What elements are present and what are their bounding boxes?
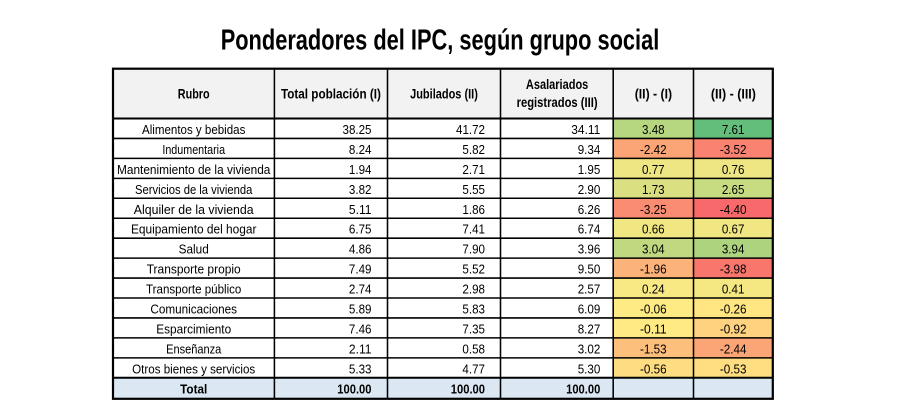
svg-text:Enseñanza: Enseñanza (166, 342, 221, 356)
svg-text:2.11: 2.11 (349, 342, 372, 356)
svg-text:Comunicaciones: Comunicaciones (150, 302, 237, 316)
svg-text:Salud: Salud (179, 243, 209, 257)
svg-text:0.24: 0.24 (642, 283, 665, 297)
svg-text:3.96: 3.96 (578, 243, 601, 257)
svg-text:2.90: 2.90 (578, 183, 601, 197)
svg-text:8.24: 8.24 (349, 143, 372, 157)
svg-text:0.41: 0.41 (722, 283, 745, 297)
svg-text:5.55: 5.55 (462, 183, 485, 197)
svg-text:5.11: 5.11 (349, 203, 372, 217)
svg-text:Equipamiento del hogar: Equipamiento del hogar (131, 223, 256, 237)
svg-text:2.71: 2.71 (462, 163, 485, 177)
svg-text:7.41: 7.41 (462, 223, 485, 237)
svg-text:Otros bienes y servicios: Otros bienes y servicios (132, 362, 255, 376)
svg-text:5.30: 5.30 (578, 362, 601, 376)
svg-text:4.77: 4.77 (462, 362, 485, 376)
svg-text:1.95: 1.95 (578, 163, 601, 177)
svg-text:-2.42: -2.42 (640, 143, 667, 157)
svg-text:Jubilados (II): Jubilados (II) (410, 86, 478, 102)
svg-text:Alquiler de la vivienda: Alquiler de la vivienda (134, 203, 254, 217)
svg-text:-0.53: -0.53 (720, 362, 747, 376)
svg-text:5.52: 5.52 (462, 263, 485, 277)
svg-text:3.82: 3.82 (349, 183, 372, 197)
svg-text:6.09: 6.09 (578, 302, 601, 316)
svg-text:5.83: 5.83 (462, 302, 485, 316)
svg-text:100.00: 100.00 (337, 382, 371, 397)
svg-text:Transporte propio: Transporte propio (147, 263, 241, 277)
svg-text:-4.40: -4.40 (720, 203, 747, 217)
svg-text:1.73: 1.73 (642, 183, 665, 197)
svg-text:3.02: 3.02 (578, 342, 601, 356)
svg-text:Rubro: Rubro (178, 86, 210, 102)
svg-text:7.90: 7.90 (462, 243, 485, 257)
svg-text:Esparcimiento: Esparcimiento (156, 322, 231, 336)
svg-text:5.33: 5.33 (349, 362, 372, 376)
svg-text:-1.53: -1.53 (640, 342, 667, 356)
svg-text:Transporte público: Transporte público (146, 283, 241, 297)
svg-text:-1.96: -1.96 (640, 263, 667, 277)
svg-text:-0.11: -0.11 (640, 322, 667, 336)
svg-text:2.57: 2.57 (578, 283, 601, 297)
svg-text:7.46: 7.46 (349, 322, 372, 336)
svg-text:41.72: 41.72 (456, 123, 485, 137)
svg-text:3.48: 3.48 (642, 123, 665, 137)
svg-text:1.86: 1.86 (462, 203, 485, 217)
svg-text:3.04: 3.04 (642, 243, 665, 257)
svg-text:(II) - (I): (II) - (I) (635, 86, 672, 102)
svg-text:-0.26: -0.26 (720, 302, 747, 316)
svg-text:5.82: 5.82 (462, 143, 485, 157)
svg-text:1.94: 1.94 (349, 163, 372, 177)
svg-text:-2.44: -2.44 (720, 342, 747, 356)
svg-text:9.34: 9.34 (578, 143, 601, 157)
svg-text:100.00: 100.00 (566, 382, 600, 397)
svg-text:4.86: 4.86 (349, 243, 372, 257)
svg-text:100.00: 100.00 (451, 382, 485, 397)
svg-text:0.67: 0.67 (722, 223, 745, 237)
svg-text:9.50: 9.50 (578, 263, 601, 277)
svg-text:3.94: 3.94 (722, 243, 745, 257)
svg-text:registrados (III): registrados (III) (517, 94, 598, 110)
svg-text:(II) - (III): (II) - (III) (711, 86, 756, 102)
svg-text:Mantenimiento de la vivienda: Mantenimiento de la vivienda (117, 163, 270, 177)
svg-text:5.89: 5.89 (349, 302, 372, 316)
svg-text:2.74: 2.74 (349, 283, 372, 297)
svg-text:0.58: 0.58 (462, 342, 485, 356)
svg-text:Servicios de la vivienda: Servicios de la vivienda (135, 183, 252, 197)
svg-text:-3.25: -3.25 (640, 203, 667, 217)
svg-text:7.49: 7.49 (349, 263, 372, 277)
svg-text:38.25: 38.25 (343, 123, 372, 137)
svg-text:Indumentaria: Indumentaria (162, 143, 225, 157)
svg-text:-0.06: -0.06 (640, 302, 667, 316)
svg-text:Asalariados: Asalariados (526, 76, 589, 92)
svg-text:6.74: 6.74 (578, 223, 601, 237)
svg-text:0.76: 0.76 (722, 163, 745, 177)
svg-text:34.11: 34.11 (571, 123, 600, 137)
svg-text:-0.92: -0.92 (720, 322, 747, 336)
svg-text:Ponderadores del IPC, según gr: Ponderadores del IPC, según grupo social (221, 24, 660, 56)
svg-text:2.98: 2.98 (462, 283, 485, 297)
svg-text:7.35: 7.35 (462, 322, 485, 336)
svg-text:Total: Total (180, 382, 207, 397)
svg-text:-3.98: -3.98 (720, 263, 747, 277)
svg-text:2.65: 2.65 (722, 183, 745, 197)
svg-text:Total población (I): Total población (I) (281, 86, 381, 102)
svg-text:Alimentos y bebidas: Alimentos y bebidas (142, 123, 245, 137)
svg-text:-0.56: -0.56 (640, 362, 667, 376)
svg-text:8.27: 8.27 (578, 322, 601, 336)
svg-text:6.26: 6.26 (578, 203, 601, 217)
svg-text:0.66: 0.66 (642, 223, 665, 237)
svg-text:-3.52: -3.52 (720, 143, 747, 157)
svg-text:0.77: 0.77 (642, 163, 665, 177)
svg-text:6.75: 6.75 (349, 223, 372, 237)
svg-text:7.61: 7.61 (722, 123, 745, 137)
